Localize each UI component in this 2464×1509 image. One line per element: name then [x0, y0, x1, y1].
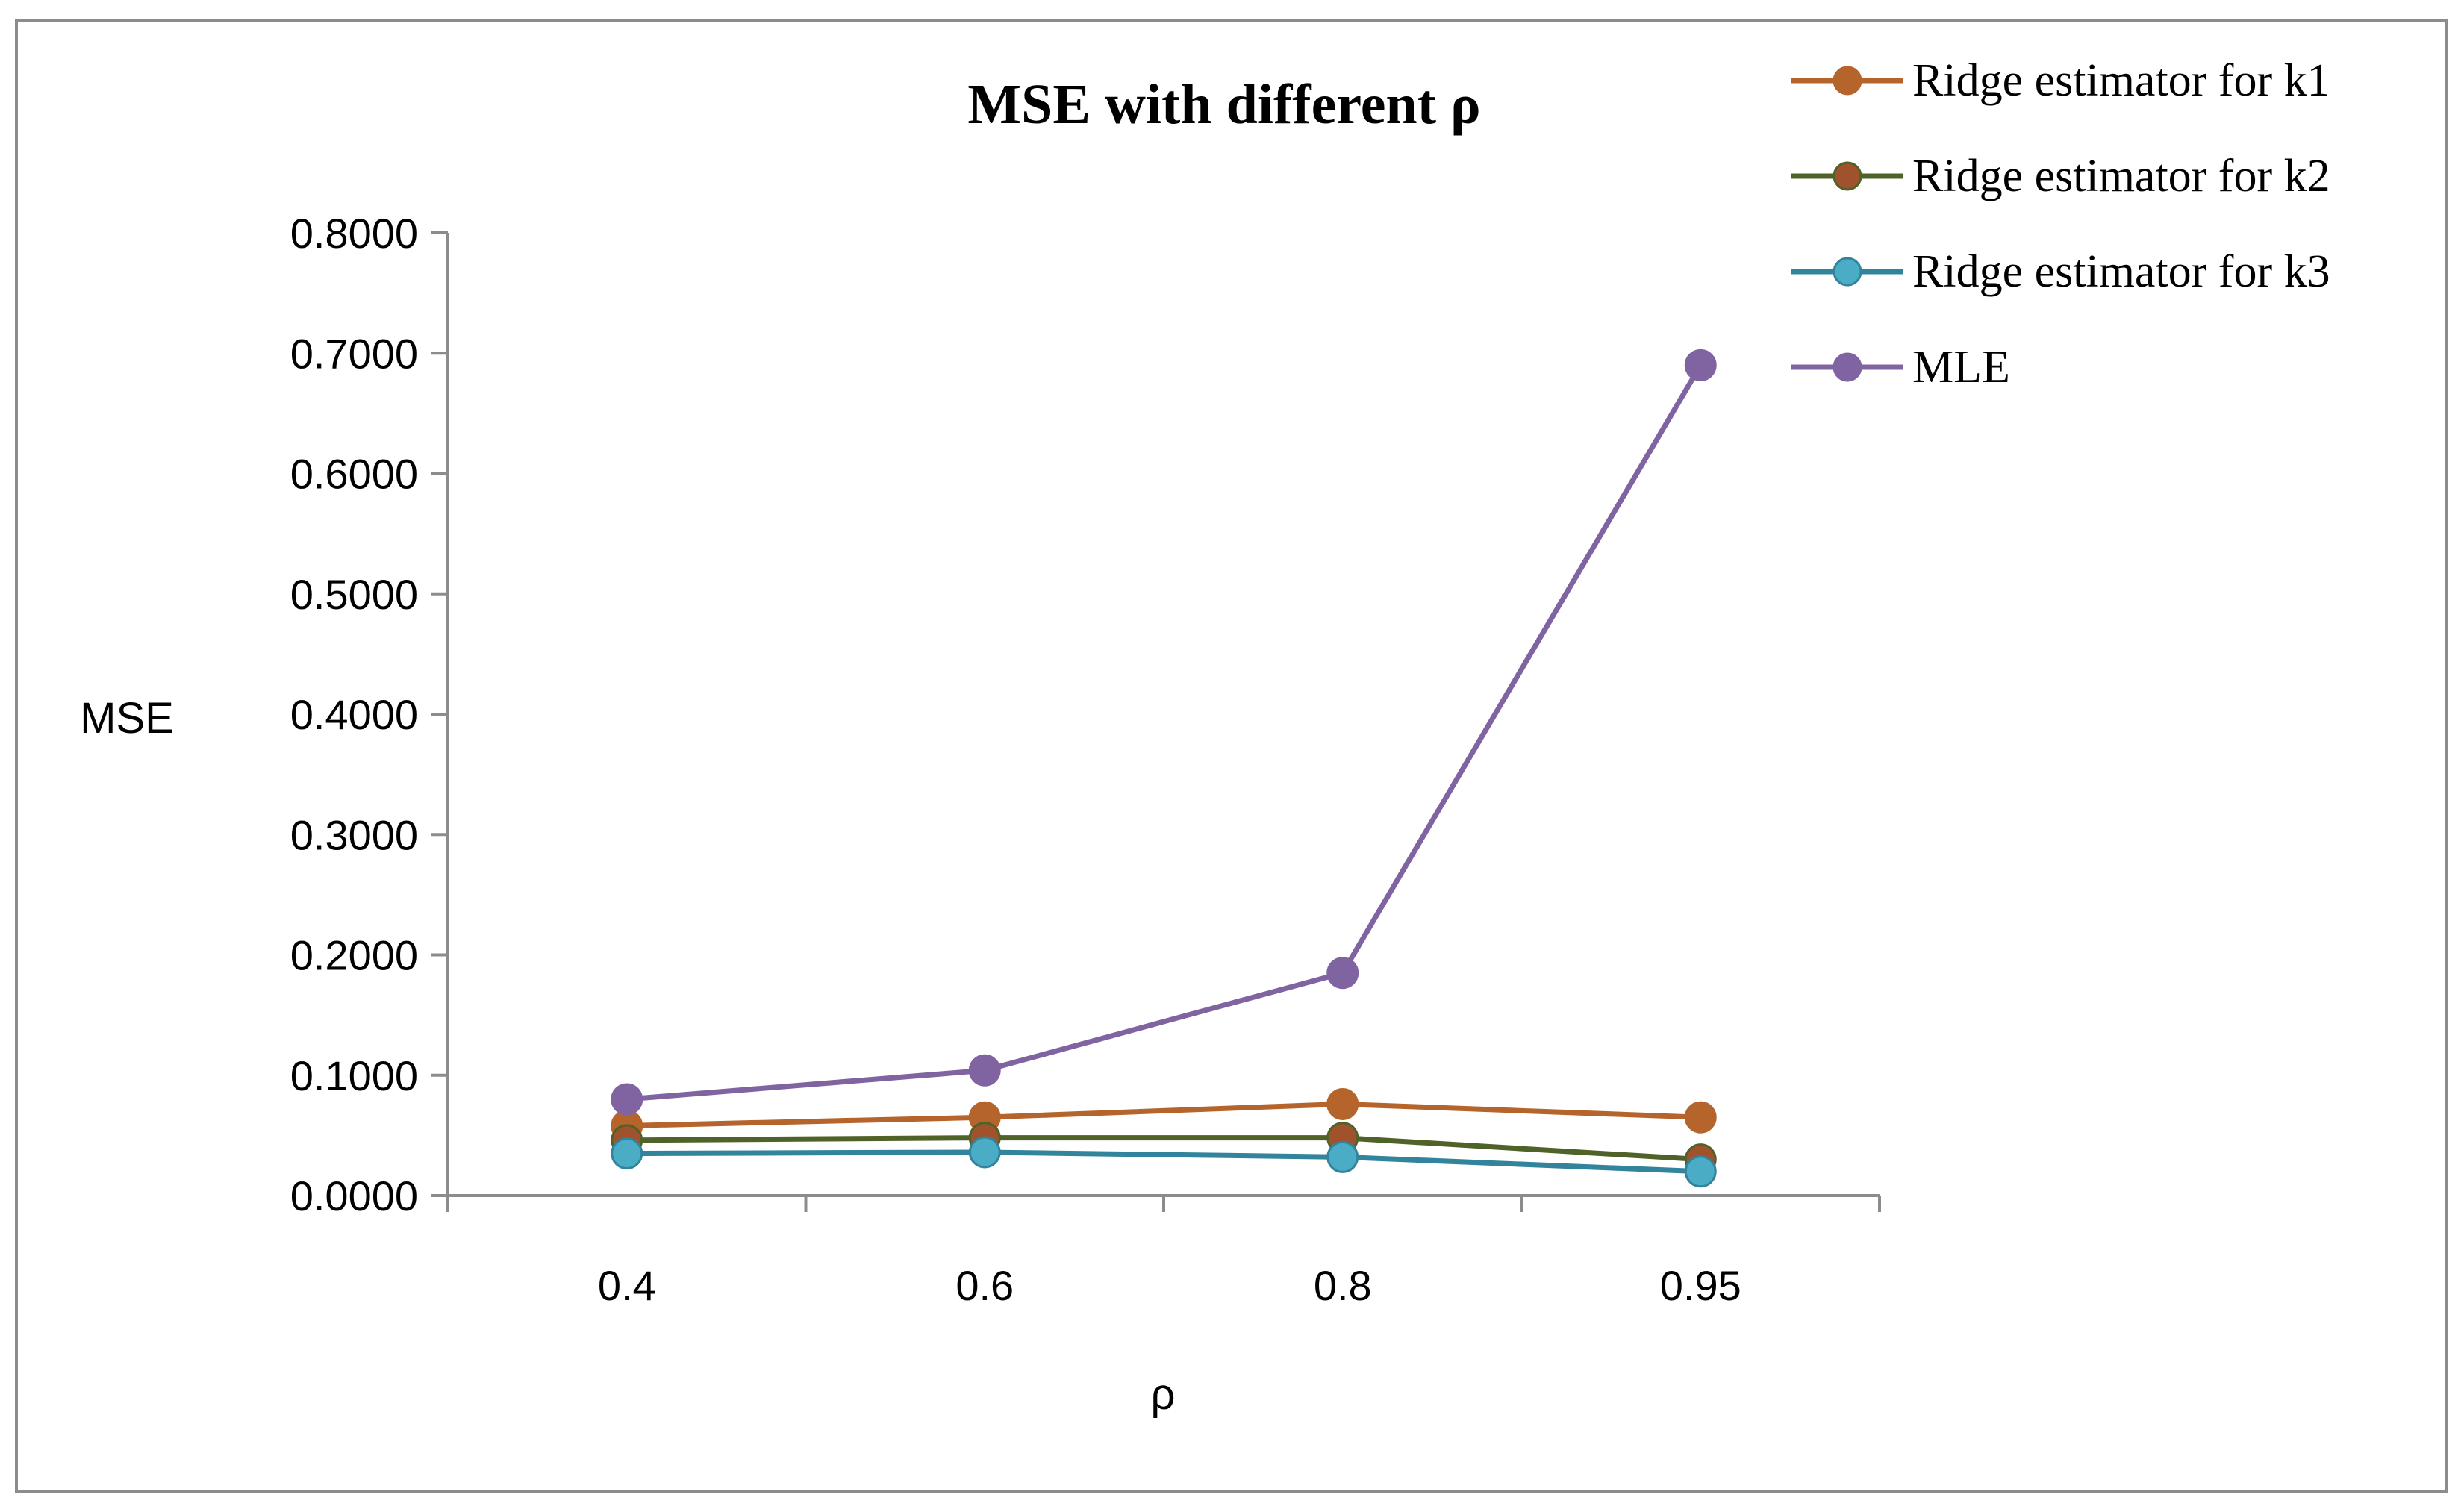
y-tick-label: 0.2000	[290, 932, 418, 979]
chart-frame	[15, 19, 2448, 1493]
y-axis-label: MSE	[80, 694, 174, 743]
y-tick-label: 0.0000	[290, 1172, 418, 1219]
legend-item: Ridge estimator for k1	[1791, 55, 2330, 106]
legend-item: MLE	[1791, 342, 2010, 393]
legend-marker	[1833, 161, 1862, 191]
series-line	[624, 1149, 1703, 1175]
y-tick-label: 0.5000	[290, 571, 418, 618]
data-point	[1684, 1155, 1717, 1188]
plot-area: 0.00000.10000.20000.30000.40000.50000.60…	[290, 210, 1881, 1309]
data-point	[1326, 1140, 1359, 1173]
legend-marker	[1833, 66, 1862, 96]
legend-marker	[1833, 352, 1862, 382]
legend-marker	[1833, 257, 1862, 287]
series-line	[624, 1101, 1703, 1128]
x-tick-label: 0.95	[1660, 1262, 1741, 1309]
legend: Ridge estimator for k1 Ridge estimator fo…	[1791, 55, 2330, 393]
y-tick-label: 0.7000	[290, 330, 418, 377]
legend-label: MLE	[1912, 342, 2010, 393]
x-tick-label: 0.6	[955, 1262, 1014, 1309]
data-point	[968, 1136, 1001, 1169]
legend-label: Ridge estimator for k3	[1912, 246, 2330, 297]
x-axis-label: ρ	[1151, 1370, 1176, 1419]
series-4	[611, 349, 1717, 1116]
data-point	[1684, 1101, 1717, 1134]
series-3	[611, 1136, 1717, 1188]
x-tick-label: 0.4	[598, 1262, 656, 1309]
y-tick-label: 0.1000	[290, 1052, 418, 1099]
legend-label: Ridge estimator for k2	[1912, 151, 2330, 201]
x-tick-label: 0.8	[1314, 1262, 1372, 1309]
legend-label: Ridge estimator for k1	[1912, 55, 2330, 106]
y-tick-label: 0.3000	[290, 811, 418, 858]
series-layer	[611, 349, 1717, 1188]
y-tick-label: 0.8000	[290, 210, 418, 257]
data-point	[1326, 957, 1359, 990]
series-line	[624, 1135, 1703, 1163]
legend-item: Ridge estimator for k2	[1791, 151, 2330, 201]
y-tick-label: 0.4000	[290, 691, 418, 738]
legend-item: Ridge estimator for k3	[1791, 246, 2330, 297]
series-line	[624, 362, 1703, 1102]
chart-title: MSE with different ρ	[967, 73, 1480, 136]
data-point	[1326, 1087, 1359, 1120]
y-axis-ticks: 0.0000 0.1000 0.2000 0.3000 0.4000 0.5000 0.60…	[290, 210, 448, 1219]
data-point	[968, 1054, 1001, 1087]
data-point	[611, 1083, 643, 1116]
data-point	[1684, 349, 1717, 381]
y-tick-label: 0.6000	[290, 451, 418, 498]
data-point	[611, 1137, 643, 1170]
x-axis-ticks: 0.4 0.6 0.8 0.95	[446, 1196, 1881, 1309]
